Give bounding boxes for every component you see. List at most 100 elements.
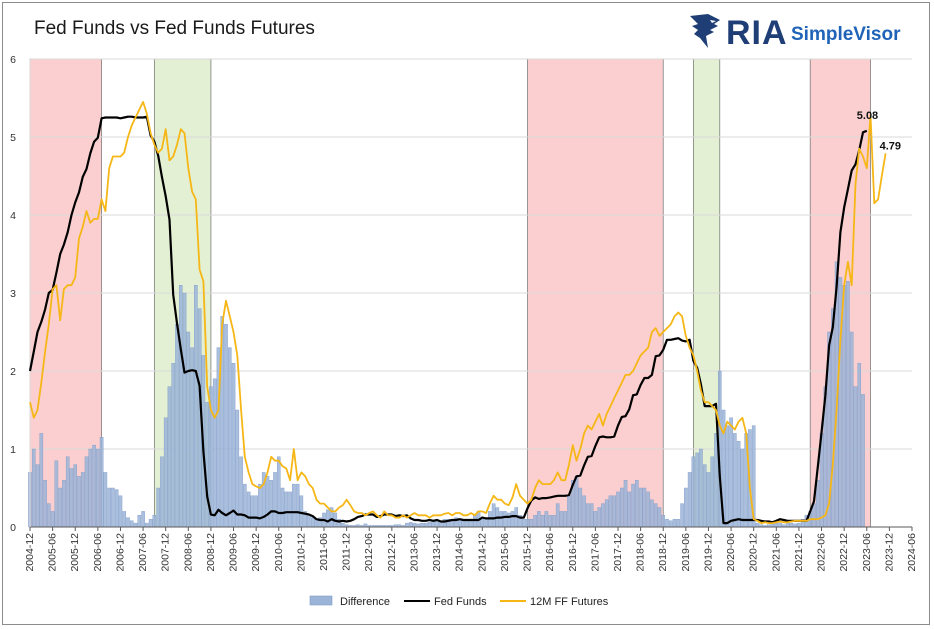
legend-label: 12M FF Futures — [530, 596, 609, 608]
difference-bar — [604, 499, 609, 528]
difference-bar — [58, 487, 62, 528]
difference-bar — [269, 480, 274, 528]
x-tick-label: 2011-12 — [341, 533, 353, 571]
x-tick-label: 2006-06 — [92, 533, 104, 572]
difference-bar — [789, 522, 794, 528]
y-tick-label: 6 — [10, 54, 16, 66]
y-tick-label: 4 — [10, 210, 16, 222]
x-tick-label: 2021-12 — [793, 533, 805, 572]
difference-bar — [559, 511, 564, 528]
difference-bar — [325, 509, 330, 528]
series-lines — [28, 101, 887, 525]
x-tick-label: 2022-06 — [816, 533, 828, 572]
y-tick-label: 3 — [10, 288, 16, 300]
difference-bar — [103, 472, 108, 528]
x-tick-label: 2011-06 — [318, 533, 330, 571]
x-tick-label: 2017-12 — [612, 533, 624, 572]
difference-bar — [627, 491, 632, 528]
difference-bar — [861, 394, 865, 528]
difference-bar — [785, 522, 790, 528]
legend: Difference Fed Funds 12M FF Futures — [309, 595, 609, 608]
difference-bar — [601, 503, 605, 528]
futures-line — [29, 101, 887, 524]
x-tick-label: 2009-12 — [250, 533, 262, 572]
x-tick-label: 2018-12 — [657, 533, 669, 572]
difference-bar — [50, 511, 55, 528]
difference-bar — [111, 487, 115, 528]
difference-bar — [725, 425, 730, 528]
x-tick-label: 2024-06 — [906, 533, 918, 572]
difference-bar — [92, 444, 96, 528]
difference-bar — [114, 489, 119, 528]
difference-bar — [284, 491, 289, 528]
difference-bar — [699, 448, 703, 528]
x-tick-label: 2023-12 — [883, 533, 895, 572]
difference-bar — [472, 515, 477, 528]
chart-title: Fed Funds vs Fed Funds Futures — [34, 18, 315, 39]
difference-bar — [276, 456, 281, 528]
difference-bar — [668, 520, 673, 528]
difference-bar — [687, 472, 692, 528]
difference-bar — [544, 511, 549, 528]
difference-bar — [84, 456, 89, 528]
difference-bar — [175, 324, 179, 528]
difference-bar — [126, 517, 130, 528]
difference-bar — [537, 511, 541, 528]
difference-bar — [243, 483, 247, 528]
difference-bar — [405, 522, 409, 528]
difference-bar — [62, 480, 66, 528]
x-tick-label: 2010-12 — [295, 533, 307, 572]
difference-bar — [54, 460, 59, 528]
difference-bar — [212, 378, 217, 528]
difference-bar — [122, 511, 127, 528]
difference-bar — [499, 511, 503, 528]
y-tick-label: 2 — [10, 366, 16, 378]
x-tick-label: 2010-06 — [273, 533, 285, 572]
difference-bar — [190, 347, 194, 528]
x-tick-label: 2017-06 — [589, 533, 601, 572]
x-tick-label: 2014-12 — [476, 533, 488, 572]
x-tick-label: 2008-12 — [205, 533, 217, 572]
x-tick-label: 2005-06 — [47, 533, 59, 572]
y-tick-label: 1 — [10, 444, 16, 456]
difference-bar — [160, 456, 164, 528]
difference-bar — [849, 331, 854, 528]
difference-bar — [420, 522, 424, 528]
difference-bar — [657, 507, 662, 528]
logo-primary-text: RIA — [726, 14, 788, 52]
difference-bar — [563, 511, 568, 528]
x-tick-label: 2020-06 — [725, 533, 737, 572]
x-tick-label: 2020-12 — [748, 533, 760, 572]
difference-bar — [774, 522, 779, 528]
logo-secondary-text: SimpleVisor — [791, 24, 901, 45]
difference-bar — [842, 285, 846, 528]
legend-label: Difference — [340, 596, 390, 608]
difference-bar — [88, 448, 93, 528]
difference-bar — [99, 437, 104, 528]
difference-bar — [341, 522, 345, 528]
difference-bar — [623, 480, 628, 528]
difference-bar — [310, 517, 315, 528]
difference-bar — [646, 491, 650, 528]
data-labels: 5.08 4.79 — [857, 110, 901, 153]
x-tick-label: 2021-06 — [770, 533, 782, 572]
difference-bar — [857, 363, 862, 528]
difference-bar — [619, 487, 624, 528]
x-tick-label: 2007-12 — [160, 533, 172, 572]
difference-bar — [163, 417, 168, 528]
difference-bar — [510, 511, 515, 528]
difference-bar — [118, 495, 123, 528]
difference-bar — [480, 519, 485, 528]
fed-funds-line — [28, 115, 868, 525]
difference-bar — [182, 292, 187, 528]
difference-bar — [548, 515, 552, 528]
difference-bar — [246, 491, 251, 528]
x-tick-label: 2005-12 — [69, 533, 81, 572]
difference-bar — [250, 495, 255, 528]
difference-bar — [831, 308, 835, 528]
x-tick-label: 2015-12 — [522, 533, 534, 572]
difference-bar — [612, 495, 617, 528]
difference-bar — [552, 515, 556, 528]
x-tick-label: 2019-12 — [702, 533, 714, 572]
legend-label: Fed Funds — [434, 596, 487, 608]
